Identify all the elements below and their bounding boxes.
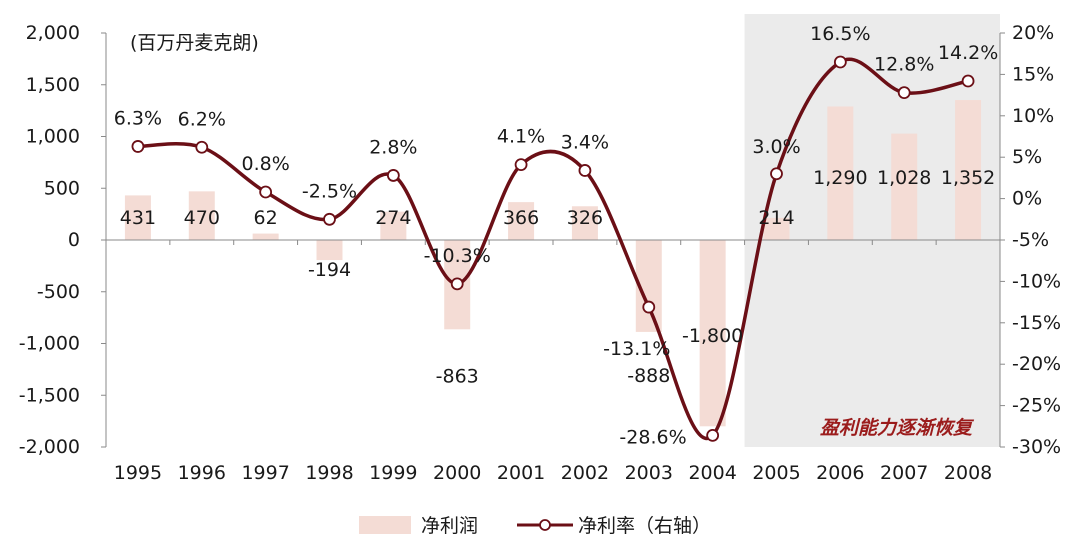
x-tick-label: 2008 bbox=[944, 462, 992, 484]
line-value-label: -13.1% bbox=[603, 338, 670, 360]
legend-line-label: 净利率（右轴） bbox=[578, 515, 711, 537]
bar-1997 bbox=[252, 233, 279, 240]
bar-2004 bbox=[699, 240, 726, 427]
x-tick-label: 1998 bbox=[305, 462, 353, 484]
bar-value-label: 326 bbox=[567, 207, 603, 229]
line-value-label: -28.6% bbox=[619, 426, 686, 448]
legend-bar-label: 净利润 bbox=[421, 515, 478, 537]
line-value-label: 14.2% bbox=[938, 42, 998, 64]
line-value-label: -2.5% bbox=[302, 180, 357, 202]
bar-2005 bbox=[763, 217, 790, 240]
x-tick-label: 2004 bbox=[688, 462, 736, 484]
line-point-2000 bbox=[450, 277, 464, 291]
line-value-label: 6.2% bbox=[178, 108, 226, 130]
bar-value-label: 1,352 bbox=[941, 167, 995, 189]
line-point-2008 bbox=[961, 74, 975, 88]
bar-value-label: 1,290 bbox=[813, 167, 867, 189]
bar-value-label: -888 bbox=[627, 365, 670, 387]
left-tick-label: -1,000 bbox=[19, 333, 80, 355]
line-point-1997 bbox=[259, 185, 273, 199]
line-point-2005 bbox=[770, 167, 783, 181]
left-tick-label: 2,000 bbox=[26, 22, 80, 44]
line-value-label: 16.5% bbox=[810, 23, 870, 45]
bar-value-label: 274 bbox=[375, 207, 411, 229]
right-tick-label: -25% bbox=[1012, 395, 1061, 417]
line-value-label: 2.8% bbox=[369, 136, 417, 158]
line-point-2007 bbox=[897, 86, 911, 100]
right-tick-label: 20% bbox=[1012, 22, 1054, 44]
bar-value-label: 431 bbox=[120, 207, 156, 229]
x-tick-label: 1997 bbox=[241, 462, 289, 484]
right-tick-label: -30% bbox=[1012, 436, 1061, 458]
line-point-2002 bbox=[578, 164, 592, 177]
bar-1996 bbox=[188, 191, 215, 240]
bar-value-label: 1,028 bbox=[877, 167, 931, 189]
x-tick-label: 1996 bbox=[178, 462, 226, 484]
bar-value-label: 470 bbox=[184, 207, 220, 229]
right-tick-label: 15% bbox=[1012, 63, 1054, 85]
bar-value-label: 214 bbox=[758, 207, 794, 229]
line-value-label: 12.8% bbox=[874, 54, 934, 76]
x-tick-label: 2002 bbox=[561, 462, 609, 484]
right-tick-label: -5% bbox=[1012, 229, 1049, 251]
line-value-label: 4.1% bbox=[497, 126, 545, 148]
x-tick-label: 2003 bbox=[625, 462, 673, 484]
line-point-1999 bbox=[386, 169, 400, 182]
x-tick-label: 2007 bbox=[880, 462, 928, 484]
line-value-label: 6.3% bbox=[114, 107, 162, 129]
line-point-1996 bbox=[195, 140, 209, 154]
recovery-annotation: 盈利能力逐渐恢复 bbox=[820, 417, 975, 439]
bar-value-label: -863 bbox=[436, 365, 479, 387]
bar-2002 bbox=[571, 206, 598, 240]
right-tick-label: -10% bbox=[1012, 270, 1061, 292]
left-tick-label: -500 bbox=[37, 281, 80, 303]
bar-2008 bbox=[955, 100, 982, 241]
line-value-label: 3.4% bbox=[561, 131, 609, 153]
line-value-label: 0.8% bbox=[242, 153, 290, 175]
bar-value-label: -194 bbox=[308, 259, 351, 281]
right-tick-label: 0% bbox=[1012, 188, 1042, 210]
x-tick-label: 2001 bbox=[497, 462, 545, 484]
left-tick-label: -2,000 bbox=[19, 436, 80, 458]
right-tick-label: -15% bbox=[1012, 312, 1061, 334]
bar-value-label: 62 bbox=[254, 207, 278, 229]
legend-line-marker bbox=[539, 519, 551, 531]
bar-2001 bbox=[508, 202, 535, 240]
line-point-2001 bbox=[514, 158, 528, 172]
left-tick-label: 0 bbox=[68, 229, 80, 251]
x-tick-label: 2000 bbox=[433, 462, 481, 484]
bar-2007 bbox=[891, 133, 918, 240]
line-value-label: 3.0% bbox=[752, 136, 800, 158]
right-tick-label: 5% bbox=[1012, 146, 1042, 168]
x-tick-label: 2005 bbox=[752, 462, 800, 484]
right-tick-label: 10% bbox=[1012, 105, 1054, 127]
line-point-1998 bbox=[323, 212, 336, 226]
bar-2006 bbox=[827, 106, 854, 240]
line-point-1995 bbox=[131, 140, 145, 153]
right-tick-label: -20% bbox=[1012, 353, 1061, 375]
x-tick-label: 1995 bbox=[114, 462, 162, 484]
unit-label: (百万丹麦克朗) bbox=[130, 32, 259, 54]
bar-1999 bbox=[380, 211, 407, 240]
x-tick-label: 1999 bbox=[369, 462, 417, 484]
bar-1998 bbox=[316, 240, 343, 261]
x-tick-label: 2006 bbox=[816, 462, 864, 484]
line-point-2006 bbox=[833, 55, 847, 69]
bar-value-label: -1,800 bbox=[682, 325, 743, 347]
left-tick-label: 500 bbox=[44, 177, 80, 199]
legend-bar-swatch bbox=[359, 516, 411, 534]
left-tick-label: 1,500 bbox=[26, 74, 80, 96]
bar-value-label: 366 bbox=[503, 207, 539, 229]
left-tick-label: -1,500 bbox=[19, 384, 80, 406]
line-value-label: -10.3% bbox=[424, 245, 491, 267]
bar-1995 bbox=[124, 195, 151, 240]
line-point-2003 bbox=[642, 300, 656, 314]
line-point-2004 bbox=[706, 429, 720, 442]
left-tick-label: 1,000 bbox=[26, 126, 80, 148]
